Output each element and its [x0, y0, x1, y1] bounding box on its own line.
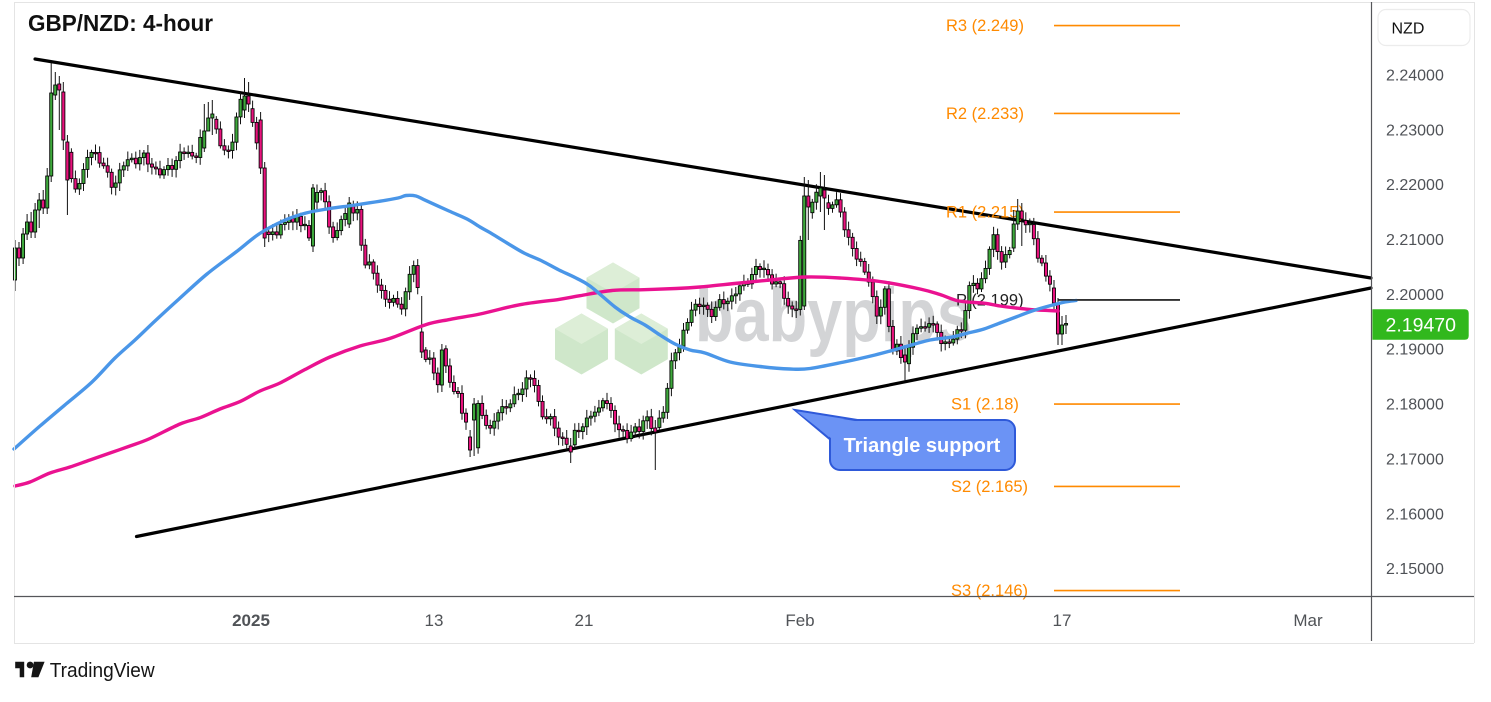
svg-text:2.19470: 2.19470 — [1386, 315, 1457, 337]
svg-text:Triangle support: Triangle support — [844, 435, 1001, 457]
svg-text:2.21000: 2.21000 — [1386, 232, 1444, 249]
svg-text:21: 21 — [575, 611, 594, 630]
svg-text:R3 (2.249): R3 (2.249) — [946, 17, 1024, 35]
svg-text:2.19000: 2.19000 — [1386, 342, 1444, 359]
svg-text:babypips: babypips — [695, 273, 972, 358]
svg-text:2025: 2025 — [232, 611, 270, 630]
svg-text:Feb: Feb — [785, 611, 814, 630]
svg-text:13: 13 — [425, 611, 444, 630]
svg-text:2.15000: 2.15000 — [1386, 561, 1444, 578]
svg-text:R2 (2.233): R2 (2.233) — [946, 105, 1024, 123]
svg-text:NZD: NZD — [1392, 21, 1425, 38]
svg-text:TradingView: TradingView — [50, 659, 155, 682]
svg-text:S1 (2.18): S1 (2.18) — [951, 396, 1019, 414]
svg-text:2.18000: 2.18000 — [1386, 397, 1444, 414]
svg-text:2.17000: 2.17000 — [1386, 451, 1444, 468]
svg-text:Mar: Mar — [1293, 611, 1323, 630]
svg-text:S2 (2.165): S2 (2.165) — [951, 478, 1028, 496]
svg-text:2.23000: 2.23000 — [1386, 122, 1444, 139]
svg-text:2.20000: 2.20000 — [1386, 287, 1444, 304]
svg-text:2.24000: 2.24000 — [1386, 68, 1444, 85]
svg-text:P (2.199): P (2.199) — [956, 291, 1024, 309]
svg-text:S3 (2.146): S3 (2.146) — [951, 582, 1028, 600]
svg-text:R1 (2.215): R1 (2.215) — [946, 204, 1024, 222]
svg-text:2.16000: 2.16000 — [1386, 506, 1444, 523]
svg-text:GBP/NZD: 4-hour: GBP/NZD: 4-hour — [28, 10, 213, 36]
svg-text:17: 17 — [1053, 611, 1072, 630]
svg-text:2.22000: 2.22000 — [1386, 177, 1444, 194]
